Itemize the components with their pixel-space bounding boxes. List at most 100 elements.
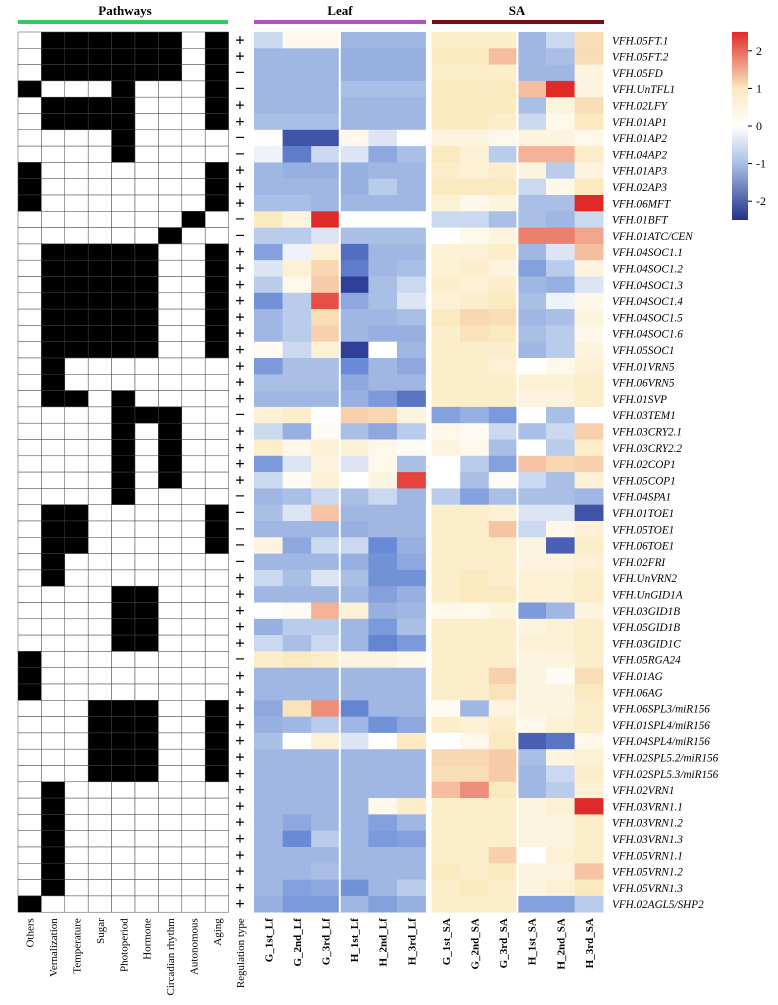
heatmap-cell [254, 488, 283, 505]
heatmap-cell [431, 635, 461, 652]
pathway-cell [204, 162, 229, 179]
heatmap-cell [282, 423, 312, 440]
pathway-cell [158, 683, 183, 701]
heatmap-cell [517, 243, 547, 261]
pathway-cell [87, 341, 112, 359]
heatmap-cell [282, 374, 312, 391]
pathway-cell [204, 830, 229, 848]
regulation-sign: + [235, 47, 245, 66]
pathway-cell [64, 700, 89, 717]
pathway-cell [111, 602, 136, 620]
heatmap-cell [368, 732, 398, 750]
pathway-cell [111, 504, 136, 522]
regulation-sign: + [235, 438, 245, 457]
heatmap-cell [431, 358, 461, 375]
pathway-cell [111, 178, 136, 196]
heatmap-cell [574, 765, 604, 783]
pathway-cell [111, 537, 136, 554]
colorbar-tick-label: 0 [756, 119, 762, 133]
pathway-cell [17, 553, 42, 571]
pathway-cell [111, 374, 136, 391]
heatmap-cell [488, 618, 518, 636]
pathway-cell [181, 80, 206, 98]
pathway-cell [87, 667, 112, 685]
regulation-sign: + [235, 389, 245, 408]
pathway-cell [111, 243, 136, 261]
pathway-matrix [17, 31, 229, 913]
heatmap-cell [517, 455, 547, 473]
pathway-column-label: Aging [212, 918, 224, 946]
heatmap-cell [517, 64, 547, 82]
gene-label: VFH.04SPA1 [612, 492, 671, 504]
heatmap-cell [546, 243, 575, 261]
pathway-cell [41, 96, 66, 114]
pathway-cell [41, 830, 66, 848]
heatmap-cell [517, 178, 547, 196]
pathway-cell [158, 194, 183, 212]
gene-label: VFH.03TEM1 [612, 410, 676, 422]
heatmap-cell [488, 341, 518, 359]
pathway-cell [87, 162, 112, 179]
pathway-cell [87, 374, 112, 391]
heatmap-cell [282, 32, 312, 49]
heatmap-cell [282, 765, 312, 783]
heatmap-cell [397, 830, 426, 848]
pathway-cell [181, 651, 206, 668]
pathway-cell [158, 553, 183, 571]
pathway-cell [204, 80, 229, 98]
heatmap-cell [311, 48, 341, 65]
pathway-cell [87, 585, 112, 603]
heatmap-cell [488, 602, 518, 620]
heatmap-cell [397, 472, 426, 489]
pathway-cell [17, 863, 42, 880]
pathway-cell [134, 781, 159, 799]
heatmap-cell [517, 684, 547, 701]
pathway-cell [111, 406, 136, 424]
pathway-cell [204, 292, 229, 310]
heatmap-cell [460, 227, 490, 245]
pathway-cell [41, 64, 66, 82]
pathway-cell [111, 259, 136, 277]
heatmap-cell [254, 129, 283, 147]
heatmap-cell [517, 439, 547, 457]
pathway-cell [64, 520, 89, 538]
heatmap-cell [254, 423, 283, 440]
pathway-cell [87, 732, 112, 750]
heatmap-cell [488, 569, 518, 587]
pathway-cell [111, 700, 136, 717]
heatmap-cell [546, 732, 575, 750]
heatmap-cell [546, 146, 575, 163]
regulation-sign: + [235, 764, 245, 783]
heatmap-cell [282, 97, 312, 114]
pathway-cell [17, 455, 42, 473]
leaf-header: Leaf [327, 3, 353, 18]
regulation-sign: + [235, 96, 245, 115]
regulation-sign: + [235, 617, 245, 636]
heatmap-cell [460, 504, 490, 522]
pathway-cell [111, 422, 136, 440]
pathway-cell [134, 471, 159, 489]
gene-label: VFH.04SOC1.6 [612, 329, 683, 341]
pathway-cell [181, 814, 206, 831]
heatmap-cell [311, 146, 341, 163]
heatmap-cell [282, 781, 312, 799]
pathway-cell [134, 406, 159, 424]
heatmap-cell [546, 863, 575, 880]
pathway-cell [41, 390, 66, 408]
heatmap-cell [311, 97, 341, 114]
heatmap-cell [574, 895, 604, 913]
pathway-cell [64, 227, 89, 245]
pathway-cell [204, 357, 229, 375]
regulation-sign: − [235, 63, 245, 82]
heatmap-cell [488, 667, 518, 685]
heatmap-cell [254, 521, 283, 538]
regulation-sign: − [235, 210, 245, 229]
pathway-cell [181, 113, 206, 131]
heatmap-cell [460, 684, 490, 701]
heatmap-cell [574, 830, 604, 848]
heatmap-cell [431, 129, 461, 147]
pathway-cell [204, 618, 229, 636]
pathway-cell [158, 504, 183, 522]
heatmap-cell [397, 80, 426, 98]
heatmap-cell [517, 618, 547, 636]
